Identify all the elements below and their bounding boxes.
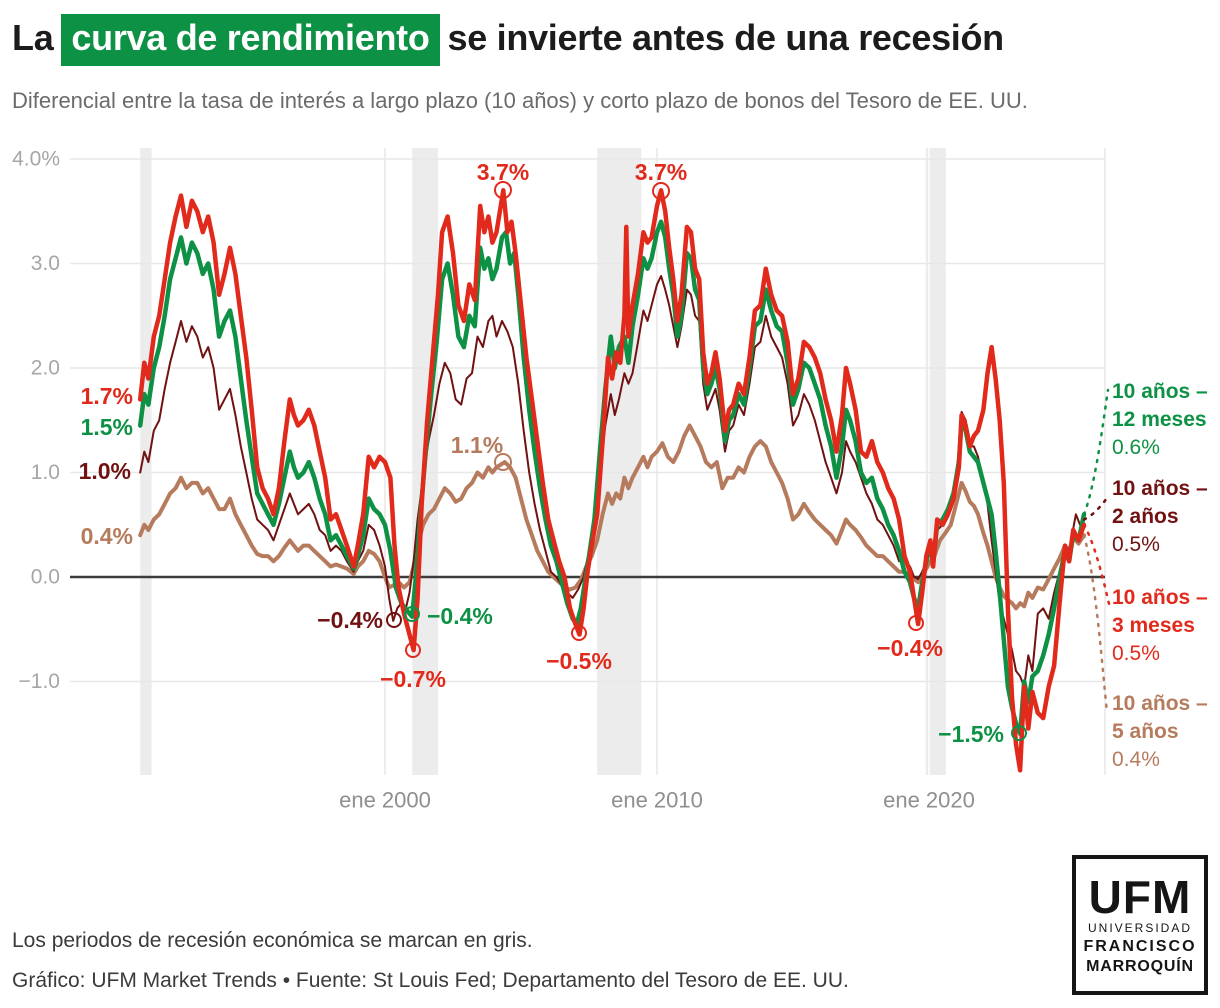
legend-series-label: 2 años — [1112, 505, 1179, 528]
annotation-marker — [404, 606, 420, 622]
title-post: se invierte antes de una recesión — [447, 17, 1005, 58]
recession-band — [925, 148, 946, 775]
legend-series-label: 5 años — [1112, 720, 1179, 743]
annotation-label: 1.0% — [79, 458, 131, 484]
annotation-marker — [405, 642, 421, 658]
annotation-label: −0.4% — [317, 607, 383, 633]
legend-series-label: 10 años – — [1112, 586, 1208, 609]
y-axis-label: 2.0 — [31, 357, 60, 380]
annotation-label: −0.4% — [427, 603, 493, 629]
annotation-marker — [494, 181, 512, 199]
x-axis-label: ene 2000 — [339, 788, 431, 813]
ufm-logo-acronym: UFM — [1088, 870, 1192, 923]
series-line-10y-5y — [138, 423, 1086, 611]
leader-line-10y-12m — [1082, 388, 1110, 516]
recession-band — [140, 148, 152, 775]
annotation-label: 0.4% — [81, 523, 133, 549]
annotation-marker — [908, 615, 924, 631]
chart-subtitle: Diferencial entre la tasa de interés a l… — [12, 88, 1028, 113]
annotation-label: 1.5% — [81, 414, 133, 440]
legend-series-label: 10 años – — [1112, 380, 1208, 403]
legend-item-10y-3m: 10 años – 3 meses 0.5% — [1112, 584, 1218, 668]
annotation-marker — [571, 625, 587, 641]
y-axis-label: 0.0 — [31, 566, 60, 589]
title-pre: La — [12, 17, 54, 58]
page-title: La curva de rendimiento se invierte ante… — [12, 14, 1004, 66]
legend-series-label: 10 años – — [1112, 477, 1208, 500]
annotation-marker — [494, 453, 512, 471]
annotation-marker — [652, 182, 670, 200]
ufm-logo-marroquin: MARROQUÍN — [1086, 957, 1194, 975]
legend-series-value: 0.4% — [1112, 748, 1160, 771]
leader-line-10y-5y — [1082, 533, 1109, 714]
legend-item-10y-12m: 10 años – 12 meses 0.6% — [1112, 378, 1218, 462]
annotation-label: −0.5% — [546, 648, 612, 674]
recession-band — [597, 148, 642, 775]
source-credit: Gráfico: UFM Market Trends • Fuente: St … — [12, 969, 849, 992]
annotation-label: 3.7% — [635, 159, 687, 185]
legend-series-label: 10 años – — [1112, 692, 1208, 715]
legend-series-value: 0.6% — [1112, 436, 1160, 459]
legend-series-value: 0.5% — [1112, 533, 1160, 556]
annotation-label: 1.7% — [81, 383, 133, 409]
header: La curva de rendimiento se invierte ante… — [12, 14, 1004, 66]
y-axis-label: 3.0 — [31, 252, 60, 275]
y-axis-label: 1.0 — [31, 461, 60, 484]
legend-series-value: 0.5% — [1112, 642, 1160, 665]
ufm-logo-universidad: UNIVERSIDAD — [1087, 920, 1192, 935]
legend-item-10y-2y: 10 años – 2 años 0.5% — [1112, 475, 1218, 559]
annotation-label: −1.5% — [938, 721, 1004, 747]
x-axis-label: ene 2020 — [883, 788, 975, 813]
annotation-label: −0.7% — [380, 666, 446, 692]
legend-series-label: 12 meses — [1112, 408, 1207, 431]
annotation-marker — [1011, 725, 1027, 741]
x-axis-label: ene 2010 — [611, 788, 703, 813]
leader-line-10y-3m — [1082, 523, 1112, 610]
leader-line-10y-2y — [1082, 495, 1110, 521]
y-axis-label: −1.0 — [19, 670, 60, 693]
ufm-logo: UFM UNIVERSIDAD FRANCISCO MARROQUÍN — [1072, 855, 1208, 995]
title-highlight: curva de rendimiento — [61, 14, 440, 66]
ufm-logo-francisco: FRANCISCO — [1083, 937, 1197, 955]
legend-item-10y-5y: 10 años – 5 años 0.4% — [1112, 690, 1218, 774]
annotation-label: 3.7% — [477, 159, 529, 185]
recession-footnote: Los periodos de recesión económica se ma… — [12, 929, 533, 952]
annotation-marker — [386, 612, 402, 628]
annotation-label: −0.4% — [877, 635, 943, 661]
series-line-10y-3m — [137, 188, 1087, 773]
legend-series-label: 3 meses — [1112, 614, 1195, 637]
y-axis-label: 4.0% — [12, 148, 60, 171]
annotation-label: 1.1% — [451, 432, 503, 458]
